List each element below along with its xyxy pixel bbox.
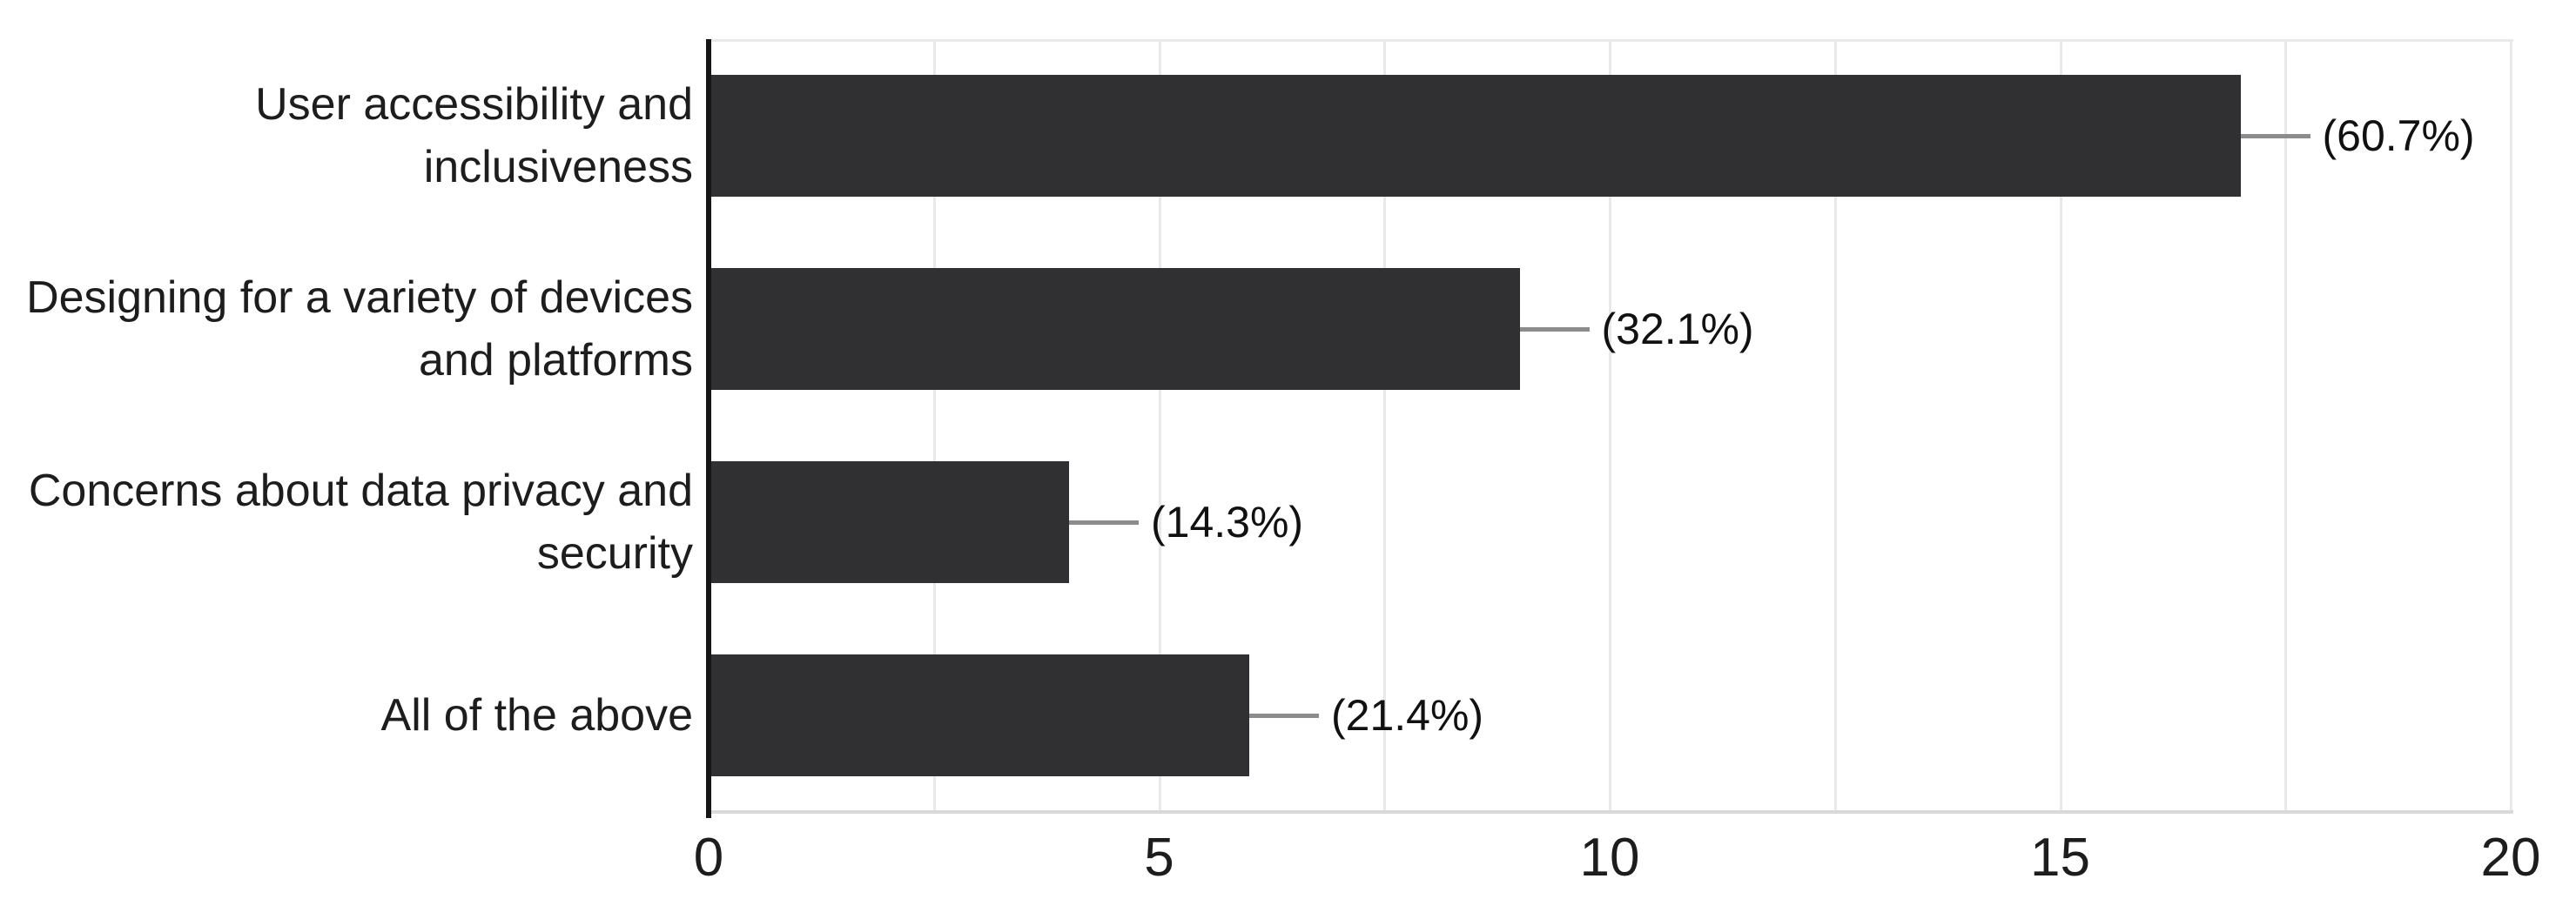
category-label-line: All of the above [380, 690, 693, 741]
x-tick-label: 5 [1144, 828, 1174, 888]
leader-line [2240, 134, 2310, 138]
category-label: User accessibility and inclusiveness [0, 73, 693, 198]
gridline [932, 39, 936, 812]
x-tick-label: 20 [2480, 828, 2541, 888]
category-label-line: User accessibility and [255, 79, 693, 130]
y-axis-line [706, 39, 711, 818]
value-label: (14.3%) [1151, 498, 1304, 547]
x-tick-label: 0 [693, 828, 724, 888]
category-label-line: Designing for a variety of devices [26, 272, 693, 323]
gridline [1158, 39, 1161, 812]
bar [709, 75, 2241, 197]
plot-top-border [709, 39, 2513, 42]
value-label: (32.1%) [1601, 305, 1754, 353]
leader-line [1249, 714, 1319, 718]
leader-line [1519, 327, 1590, 332]
gridline [2059, 39, 2062, 812]
category-label: Designing for a variety of devices and pl… [0, 266, 693, 392]
gridline [1609, 39, 1611, 812]
plot-bottom-border [709, 810, 2513, 814]
bar [709, 654, 1249, 776]
leader-line [1069, 520, 1139, 525]
x-tick-label: 10 [1579, 828, 1640, 888]
category-label-line: and platforms [418, 335, 693, 386]
category-label: Concerns about data privacy and security [0, 460, 693, 585]
gridline [2510, 39, 2512, 812]
x-tick-label: 15 [2030, 828, 2090, 888]
value-label: (21.4%) [1331, 691, 1484, 740]
gridline [2284, 39, 2288, 812]
gridline [1833, 39, 1837, 812]
category-label-line: Concerns about data privacy and [28, 466, 693, 516]
bar [709, 461, 1069, 583]
value-label: (60.7%) [2322, 111, 2475, 160]
category-label-line: security [536, 528, 693, 579]
category-label: All of the above [0, 684, 693, 747]
gridline [1383, 39, 1387, 812]
bar [709, 268, 1520, 390]
category-label-line: inclusiveness [423, 142, 693, 192]
